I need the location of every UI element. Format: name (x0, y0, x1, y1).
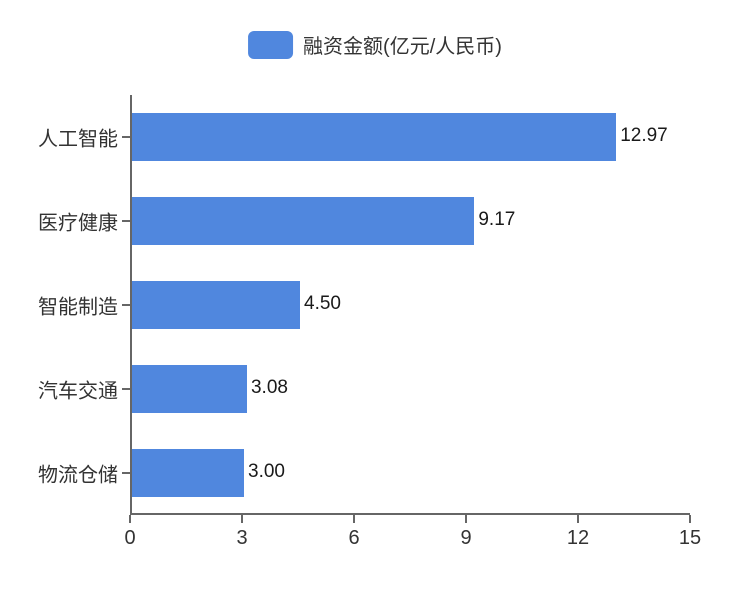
x-tick-label: 3 (236, 527, 247, 550)
x-tick-label: 0 (124, 527, 135, 550)
y-tick (122, 388, 130, 390)
x-tick (689, 515, 691, 523)
x-tick (353, 515, 355, 523)
y-tick (122, 304, 130, 306)
plot-area: 12.97人工智能9.17医疗健康4.50智能制造3.08汽车交通3.00物流仓… (130, 95, 690, 515)
bar (132, 113, 616, 161)
legend: 融资金额(亿元/人民币) (248, 30, 502, 59)
bar-value-label: 3.00 (248, 461, 285, 483)
y-tick (122, 220, 130, 222)
bar (132, 365, 247, 413)
y-tick (122, 472, 130, 474)
x-axis-line (130, 513, 690, 515)
y-tick-label: 物流仓储 (38, 459, 118, 488)
legend-label: 融资金额(亿元/人民币) (303, 30, 502, 59)
bar (132, 281, 300, 329)
chart-container: 融资金额(亿元/人民币) 12.97人工智能9.17医疗健康4.50智能制造3.… (0, 0, 750, 600)
y-tick-label: 人工智能 (38, 123, 118, 152)
y-tick-label: 智能制造 (38, 291, 118, 320)
x-tick (465, 515, 467, 523)
x-tick-label: 15 (679, 527, 701, 550)
bar (132, 197, 474, 245)
x-tick (129, 515, 131, 523)
y-tick (122, 136, 130, 138)
y-tick-label: 医疗健康 (38, 207, 118, 236)
y-tick-label: 汽车交通 (38, 375, 118, 404)
bar-value-label: 9.17 (478, 209, 515, 231)
x-tick-label: 9 (460, 527, 471, 550)
x-tick (577, 515, 579, 523)
x-tick-label: 6 (348, 527, 359, 550)
bar (132, 449, 244, 497)
legend-swatch (248, 31, 293, 59)
bar-value-label: 12.97 (620, 125, 668, 147)
bar-value-label: 4.50 (304, 293, 341, 315)
x-tick-label: 12 (567, 527, 589, 550)
bar-value-label: 3.08 (251, 377, 288, 399)
x-tick (241, 515, 243, 523)
